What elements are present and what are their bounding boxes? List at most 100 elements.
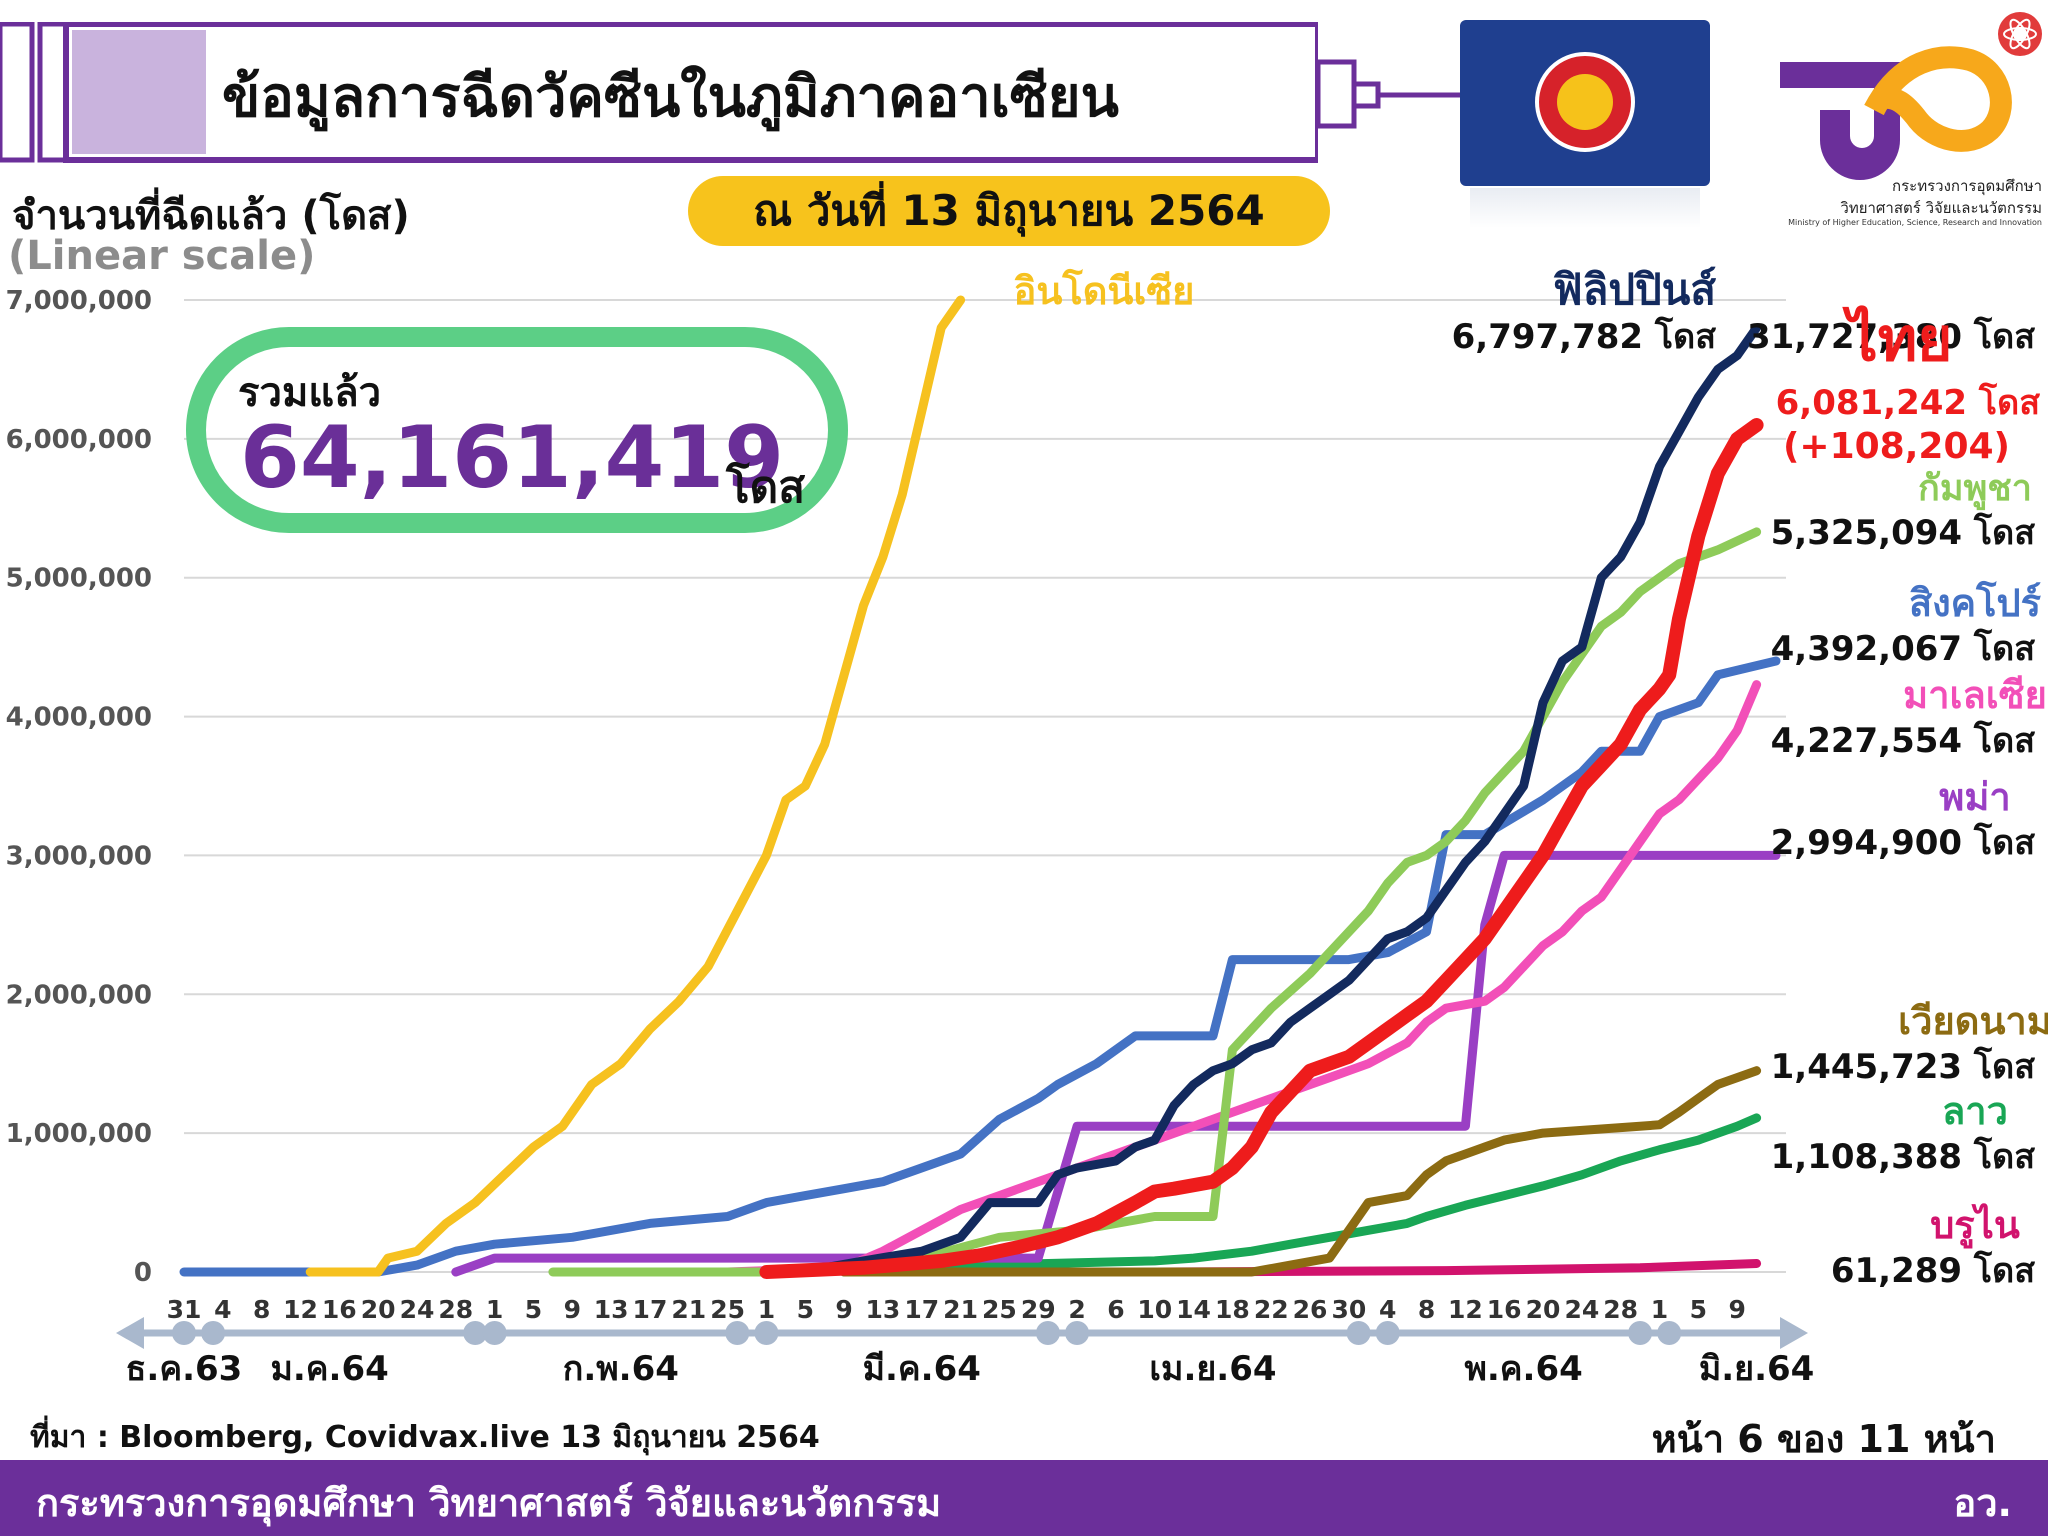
x-tick-label: 21 [943,1295,978,1324]
x-tick-label: 9 [564,1295,581,1324]
x-tick-label: 26 [1293,1295,1328,1324]
month-label: เม.ย.64 [1149,1349,1276,1389]
series-name-label: สิงคโปร์ [1909,580,2042,625]
source-note: ที่มา : Bloomberg, Covidvax.live 13 มิถุ… [30,1420,820,1455]
month-label: มิ.ย.64 [1699,1349,1814,1389]
series-name-label: อินโดนีเซีย [1014,268,1195,313]
timeline-marker [172,1321,196,1345]
series-name-label: ไทย [1842,304,1953,375]
timeline-marker [1657,1321,1682,1345]
timeline-marker [463,1321,488,1345]
x-tick-label: 29 [1021,1295,1056,1324]
y-tick-label: 1,000,000 [6,1119,152,1149]
series-line [759,418,1764,1279]
y-tick-label: 2,000,000 [6,980,152,1010]
x-tick-label: 13 [594,1295,629,1324]
series-change-label: (+108,204) [1783,426,2010,467]
timeline-marker [725,1321,750,1345]
series-name-label: กัมพูชา [1918,468,2032,511]
asean-emblem-icon [1535,52,1635,152]
series-name-label: พม่า [1939,775,2010,819]
timeline-marker [482,1321,507,1345]
series-name-label: ลาว [1942,1089,2008,1133]
timeline-marker [1346,1321,1371,1345]
x-tick-label: 13 [866,1295,901,1324]
month-label: ม.ค.64 [270,1349,388,1389]
x-tick-label: 5 [525,1295,542,1324]
ministry-name-english: Ministry of Higher Education, Science, R… [1788,218,2042,227]
y-tick-label: 4,000,000 [6,703,152,733]
x-tick-label: 16 [1487,1295,1522,1324]
series-line [839,1066,1762,1277]
flag-reflection [1470,188,1700,228]
series-line [723,680,1762,1277]
asean-flag [1460,20,1710,186]
series-name-label: ฟิลิปปินส์ [1553,265,1717,314]
timeline-marker [1628,1321,1653,1345]
series-line [305,295,966,1277]
page-title: ข้อมูลการฉีดวัคซีนในภูมิภาคอาเซียน [222,65,1119,130]
x-tick-label: 8 [253,1295,270,1324]
x-tick-label: 25 [982,1295,1017,1324]
series-value-label: 1,445,723 โดส [1771,1046,2036,1087]
series-value-label: 61,289 โดส [1831,1250,2035,1291]
y-tick-label: 6,000,000 [6,425,152,455]
series-line [1150,1259,1762,1277]
footer-ministry-name: กระทรวงการอุดมศึกษา วิทยาศาสตร์ วิจัยและ… [36,1481,942,1525]
series-name-label: เวียดนาม [1898,999,2048,1043]
x-tick-label: 14 [1176,1295,1211,1324]
x-tick-label: 12 [1448,1295,1483,1324]
series-value-label: 4,227,554 โดส [1771,720,2036,761]
timeline-marker [201,1321,226,1345]
total-value: 64,161,419 [240,408,785,508]
month-label: มี.ค.64 [863,1349,981,1389]
x-tick-label: 17 [904,1295,939,1324]
x-tick-label: 4 [214,1295,231,1324]
timeline-marker [1035,1321,1060,1345]
x-tick-label: 1 [1651,1295,1668,1324]
ministry-name-line2: วิทยาศาสตร์ วิจัยและนวัตกรรม [1840,199,2042,217]
timeline-marker [1065,1321,1090,1345]
footer-abbrev: อว. [1953,1481,2012,1525]
x-tick-label: 16 [322,1295,357,1324]
x-tick-label: 5 [797,1295,814,1324]
series-value-label: 1,108,388 โดส [1771,1136,2036,1177]
y-tick-label: 0 [134,1258,152,1288]
timeline-marker [1375,1321,1400,1345]
series-line [839,1113,1762,1277]
vaccination-line-chart: 7,000,000 6,000,000 5,000,000 4,000,000 3,00… [6,265,2048,1389]
x-tick-label: 21 [671,1295,706,1324]
x-tick-label: 1 [758,1295,775,1324]
x-tick-label: 28 [438,1295,473,1324]
x-tick-label: 30 [1331,1295,1366,1324]
x-tick-label: 12 [283,1295,318,1324]
x-tick-label: 31 [167,1295,202,1324]
month-label: พ.ค.64 [1464,1349,1582,1389]
x-tick-label: 2 [1068,1295,1085,1324]
x-tick-label: 22 [1254,1295,1289,1324]
timeline-arrow-right [1780,1317,1808,1349]
x-tick-label: 28 [1603,1295,1638,1324]
series-value-label: 5,325,094 โดส [1771,512,2036,553]
ministry-logo [1780,12,2042,180]
total-doses-box [186,327,848,533]
page-indicator: หน้า 6 ของ 11 หน้า [1651,1417,1996,1461]
x-tick-label: 8 [1418,1295,1435,1324]
x-tick-label: 9 [835,1295,852,1324]
total-unit: โดส [726,462,806,513]
series-name-label: มาเลเซีย [1903,673,2047,717]
x-tick-label: 5 [1690,1295,1707,1324]
series-value-label: 6,081,242 โดส [1776,382,2041,423]
timeline-marker [754,1321,779,1345]
series-line [548,527,1762,1277]
x-tick-label: 24 [400,1295,435,1324]
x-tick-label: 17 [633,1295,668,1324]
series-line [451,850,1781,1277]
y-axis-scale-note: (Linear scale) [8,233,316,279]
syringe-needle-graphic [1316,59,1462,129]
series-value-label: 31,727,380 โดส [1747,316,2035,357]
series-value-label: 4,392,067 โดส [1771,628,2036,669]
month-label: ก.พ.64 [563,1349,679,1389]
x-tick-label: 25 [710,1295,745,1324]
timeline-arrow-left [116,1317,144,1349]
